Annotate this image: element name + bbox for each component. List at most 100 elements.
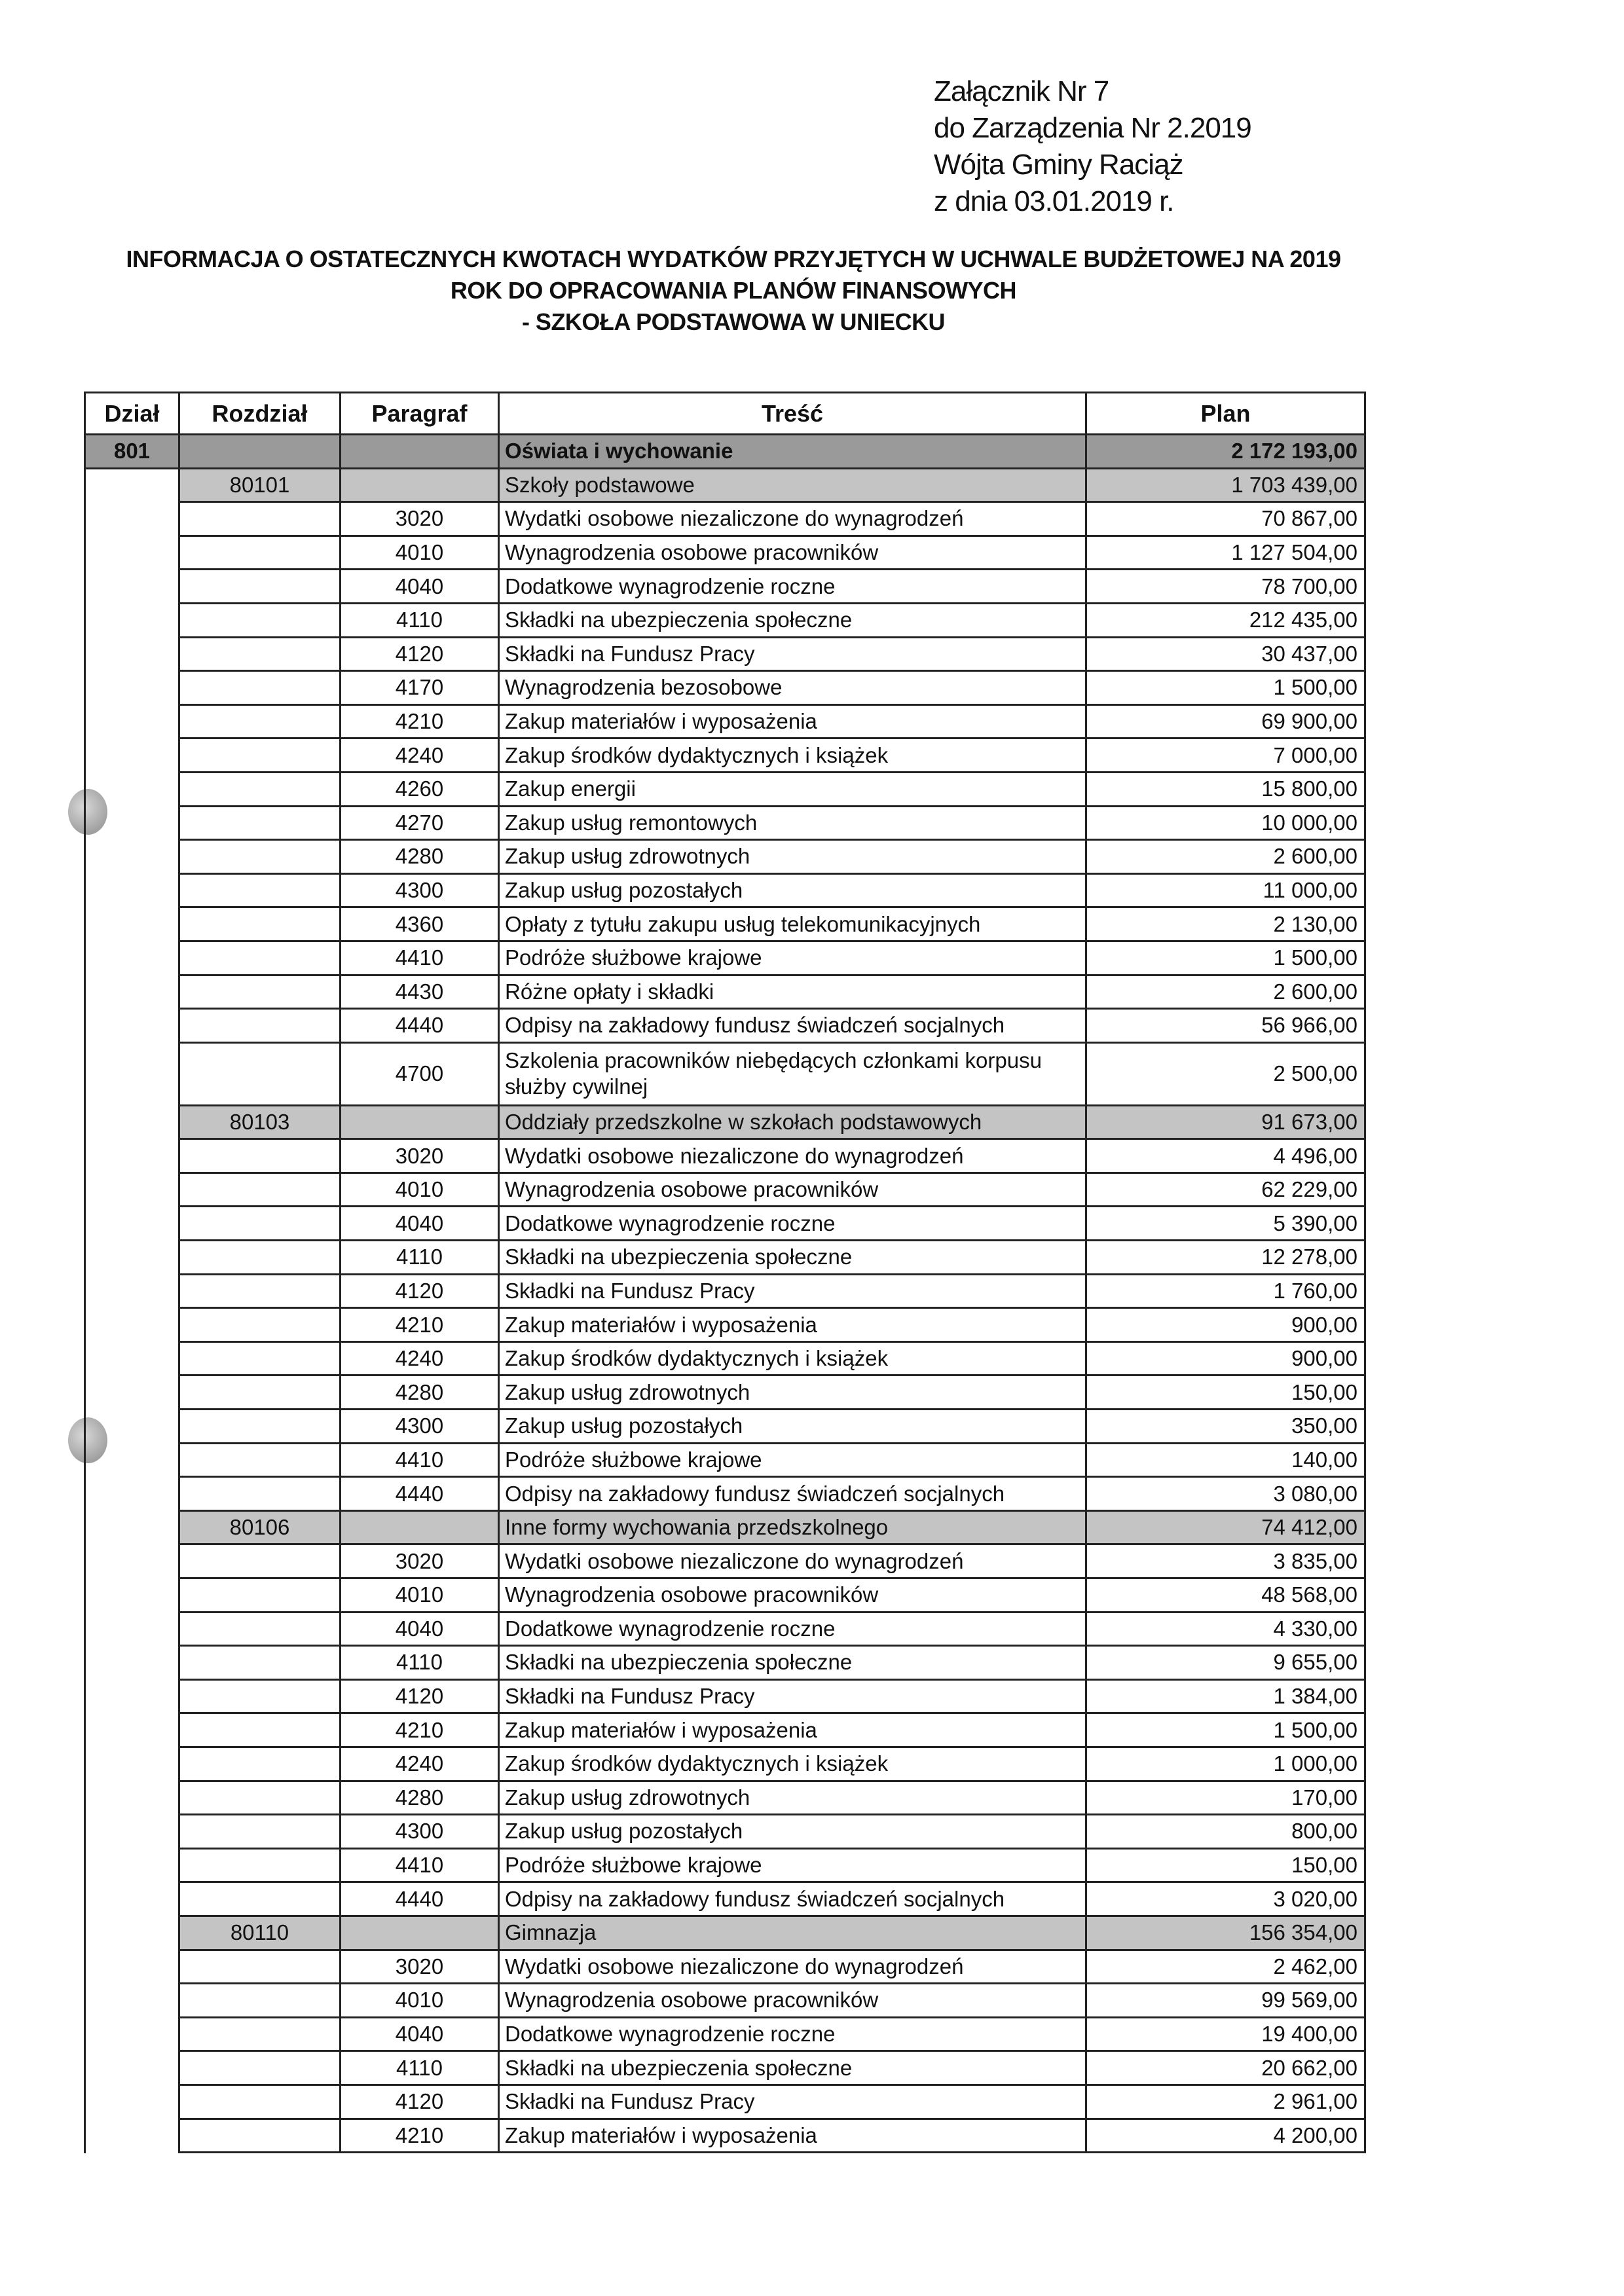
- cell-plan: 2 961,00: [1087, 2085, 1366, 2120]
- table-row: 4040 Dodatkowe wynagrodzenie roczne 5 390,…: [84, 1207, 1366, 1242]
- cell-rozdzial: 80101: [180, 469, 341, 503]
- cell-dzial: [84, 1410, 180, 1444]
- cell-paragraf: 4280: [341, 841, 500, 875]
- header-tresc: Treść: [500, 392, 1087, 435]
- cell-paragraf: 4040: [341, 1613, 500, 1647]
- table-row: 3020 Wydatki osobowe niezaliczone do wyna…: [84, 1545, 1366, 1579]
- cell-plan: 1 500,00: [1087, 941, 1366, 976]
- cell-paragraf: 4210: [341, 2119, 500, 2154]
- table-row: 4110 Składki na ubezpieczenia społeczne 12…: [84, 1241, 1366, 1275]
- cell-dzial: [84, 2052, 180, 2086]
- table-row: 4110 Składki na ubezpieczenia społeczne 9 …: [84, 1647, 1366, 1681]
- cell-rozdzial: [180, 1680, 341, 1715]
- cell-plan: 7 000,00: [1087, 739, 1366, 773]
- cell-rozdzial: [180, 1309, 341, 1343]
- cell-rozdzial: [180, 1545, 341, 1579]
- rozdzial-row: 80110 Gimnazja 156 354,00: [84, 1916, 1366, 1951]
- table-row: 4440 Odpisy na zakładowy fundusz świadcze…: [84, 1478, 1366, 1512]
- cell-tresc: Wydatki osobowe niezaliczone do wynagrod…: [500, 503, 1087, 537]
- cell-dzial: [84, 1511, 180, 1546]
- cell-dzial: [84, 1043, 180, 1106]
- cell-paragraf: 4270: [341, 807, 500, 841]
- cell-tresc: Składki na Fundusz Pracy: [500, 1680, 1087, 1715]
- cell-tresc: Wynagrodzenia osobowe pracowników: [500, 536, 1087, 571]
- table-row: 4120 Składki na Fundusz Pracy 30 437,00: [84, 638, 1366, 672]
- cell-dzial: [84, 672, 180, 706]
- cell-dzial: [84, 503, 180, 537]
- cell-rozdzial: [180, 1342, 341, 1377]
- table-row: 4210 Zakup materiałów i wyposażenia 4 200,…: [84, 2119, 1366, 2154]
- cell-paragraf: 4300: [341, 1815, 500, 1850]
- annex-header: Załącznik Nr 7 do Zarządzenia Nr 2.2019 …: [934, 73, 1252, 220]
- cell-plan: 900,00: [1087, 1309, 1366, 1343]
- cell-tresc: Wynagrodzenia bezosobowe: [500, 672, 1087, 706]
- cell-dzial: [84, 874, 180, 909]
- cell-plan: 1 127 504,00: [1087, 536, 1366, 571]
- cell-tresc: Zakup materiałów i wyposażenia: [500, 1714, 1087, 1748]
- cell-tresc: Składki na Fundusz Pracy: [500, 1275, 1087, 1309]
- cell-dzial: [84, 1747, 180, 1782]
- cell-paragraf: 4120: [341, 638, 500, 672]
- table-row: 4120 Składki na Fundusz Pracy 2 961,00: [84, 2085, 1366, 2120]
- cell-rozdzial: [180, 1140, 341, 1174]
- table-row: 4300 Zakup usług pozostałych 800,00: [84, 1815, 1366, 1850]
- cell-rozdzial: [180, 975, 341, 1010]
- cell-tresc: Zakup usług zdrowotnych: [500, 841, 1087, 875]
- cell-plan: 170,00: [1087, 1781, 1366, 1816]
- cell-plan: 56 966,00: [1087, 1010, 1366, 1044]
- cell-plan: 78 700,00: [1087, 570, 1366, 604]
- rozdzial-row: 80101 Szkoły podstawowe 1 703 439,00: [84, 469, 1366, 503]
- cell-paragraf: 4120: [341, 1680, 500, 1715]
- cell-dzial: [84, 1478, 180, 1512]
- annex-issuer: Wójta Gminy Raciąż: [934, 149, 1184, 181]
- cell-rozdzial: [180, 1815, 341, 1850]
- table-row: 4210 Zakup materiałów i wyposażenia 900,00: [84, 1309, 1366, 1343]
- header-dzial: Dział: [84, 392, 180, 435]
- cell-paragraf: 4210: [341, 1714, 500, 1748]
- cell-rozdzial: [180, 1207, 341, 1242]
- cell-plan: 350,00: [1087, 1410, 1366, 1444]
- cell-dzial: [84, 975, 180, 1010]
- cell-tresc: Zakup materiałów i wyposażenia: [500, 705, 1087, 740]
- cell-dzial: [84, 1207, 180, 1242]
- table-row: 4040 Dodatkowe wynagrodzenie roczne 4 330,…: [84, 1613, 1366, 1647]
- cell-rozdzial: [180, 705, 341, 740]
- cell-paragraf: [341, 435, 500, 469]
- cell-tresc: Odpisy na zakładowy fundusz świadczeń so…: [500, 1478, 1087, 1512]
- dzial-row: 801 Oświata i wychowanie 2 172 193,00: [84, 435, 1366, 469]
- cell-plan: 3 835,00: [1087, 1545, 1366, 1579]
- cell-dzial: [84, 1376, 180, 1411]
- table-row: 4120 Składki na Fundusz Pracy 1 384,00: [84, 1680, 1366, 1715]
- cell-plan: 1 760,00: [1087, 1275, 1366, 1309]
- cell-paragraf: 4110: [341, 1647, 500, 1681]
- cell-rozdzial: [180, 1781, 341, 1816]
- cell-tresc: Wydatki osobowe niezaliczone do wynagrod…: [500, 1950, 1087, 1985]
- cell-plan: 900,00: [1087, 1342, 1366, 1377]
- table-row: 4280 Zakup usług zdrowotnych 2 600,00: [84, 841, 1366, 875]
- title-line-3: - SZKOŁA PODSTAWOWA W UNIECKU: [521, 308, 946, 335]
- cell-paragraf: 4440: [341, 1010, 500, 1044]
- cell-rozdzial: [180, 435, 341, 469]
- cell-dzial: [84, 1545, 180, 1579]
- cell-rozdzial: [180, 1410, 341, 1444]
- cell-rozdzial: [180, 570, 341, 604]
- cell-dzial: [84, 2119, 180, 2154]
- cell-plan: 2 600,00: [1087, 841, 1366, 875]
- cell-dzial: [84, 1647, 180, 1681]
- punch-hole: [68, 789, 107, 835]
- cell-dzial: [84, 908, 180, 942]
- cell-paragraf: 3020: [341, 503, 500, 537]
- cell-rozdzial: 80106: [180, 1511, 341, 1546]
- cell-dzial: [84, 1173, 180, 1208]
- cell-dzial: [84, 1815, 180, 1850]
- cell-tresc: Zakup usług pozostałych: [500, 1815, 1087, 1850]
- cell-tresc: Zakup usług zdrowotnych: [500, 1781, 1087, 1816]
- table-row: 4010 Wynagrodzenia osobowe pracowników 48 …: [84, 1579, 1366, 1613]
- table-row: 4260 Zakup energii 15 800,00: [84, 773, 1366, 807]
- cell-dzial: [84, 1950, 180, 1985]
- cell-rozdzial: [180, 1444, 341, 1478]
- cell-rozdzial: [180, 604, 341, 638]
- table-row: 4120 Składki na Fundusz Pracy 1 760,00: [84, 1275, 1366, 1309]
- cell-rozdzial: [180, 1010, 341, 1044]
- cell-dzial: [84, 941, 180, 976]
